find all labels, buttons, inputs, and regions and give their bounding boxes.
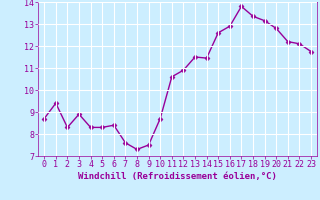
X-axis label: Windchill (Refroidissement éolien,°C): Windchill (Refroidissement éolien,°C) [78, 172, 277, 181]
